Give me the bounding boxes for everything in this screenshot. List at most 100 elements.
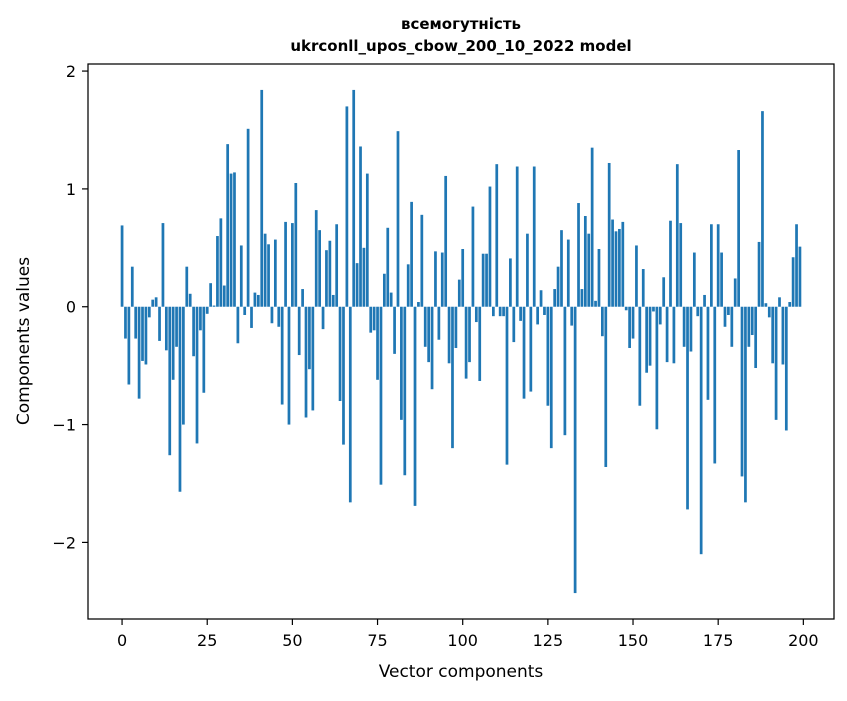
bar-79 <box>389 292 393 307</box>
bar-14 <box>168 306 172 456</box>
bar-1 <box>124 306 127 339</box>
bar-128 <box>556 266 560 307</box>
bar-59 <box>321 306 325 330</box>
bar-89 <box>423 306 427 347</box>
bar-63 <box>335 224 339 307</box>
bar-158 <box>658 306 662 325</box>
bar-103 <box>471 206 475 307</box>
bar-7 <box>144 306 148 365</box>
bar-104 <box>474 306 478 323</box>
y-axis-ticks: −2 −1 0 1 2 <box>52 62 88 552</box>
y-tick-label-1: 1 <box>66 180 76 199</box>
x-tick-label-175: 175 <box>703 631 734 650</box>
bar-156 <box>652 306 655 312</box>
y-tick-label--2: −2 <box>52 533 76 552</box>
bar-148 <box>624 306 628 311</box>
bar-180 <box>733 278 737 307</box>
bar-30 <box>222 285 226 307</box>
bar-96 <box>447 306 451 364</box>
bar-172 <box>706 306 710 400</box>
bar-114 <box>509 258 512 307</box>
x-axis-ticks: 0 25 50 75 100 125 150 175 200 <box>117 619 819 650</box>
bar-195 <box>784 306 788 431</box>
x-tick-label-25: 25 <box>197 631 217 650</box>
bar-176 <box>720 252 723 307</box>
bar-111 <box>498 306 502 317</box>
bar-97 <box>451 306 454 449</box>
x-tick-label-125: 125 <box>533 631 564 650</box>
bar-184 <box>747 306 751 347</box>
bar-84 <box>406 264 410 307</box>
bar-149 <box>628 306 631 348</box>
x-tick-label-200: 200 <box>788 631 819 650</box>
bar-57 <box>314 210 318 307</box>
bar-71 <box>362 247 366 307</box>
bar-140 <box>597 249 601 307</box>
bar-154 <box>645 306 649 373</box>
bar-13 <box>164 306 168 351</box>
bar-45 <box>273 239 277 307</box>
bar-17 <box>178 306 182 492</box>
bar-105 <box>478 306 482 381</box>
x-tick-label-50: 50 <box>282 631 302 650</box>
bar-48 <box>284 221 287 307</box>
bar-91 <box>430 306 434 390</box>
bar-110 <box>495 164 499 307</box>
bar-189 <box>764 303 768 307</box>
bar-163 <box>675 164 679 307</box>
bar-119 <box>526 233 529 307</box>
bar-58 <box>318 230 321 307</box>
bars-group <box>120 89 802 594</box>
x-tick-label-150: 150 <box>618 631 649 650</box>
x-tick-label-75: 75 <box>367 631 387 650</box>
bar-61 <box>328 240 332 307</box>
bar-120 <box>529 306 533 392</box>
bar-11 <box>158 306 161 341</box>
bar-177 <box>723 306 727 327</box>
bar-136 <box>583 216 587 307</box>
bar-99 <box>457 279 461 307</box>
bar-188 <box>761 111 764 307</box>
bar-94 <box>440 252 444 307</box>
bar-6 <box>141 306 144 361</box>
x-axis-label: Vector components <box>379 662 544 682</box>
bar-80 <box>393 306 396 354</box>
bar-143 <box>607 162 611 307</box>
bar-146 <box>618 228 621 307</box>
bar-42 <box>263 233 267 307</box>
bar-116 <box>515 166 519 307</box>
bar-22 <box>195 306 199 444</box>
bar-28 <box>216 236 219 307</box>
bar-76 <box>379 306 383 485</box>
bar-92 <box>434 251 437 307</box>
bar-155 <box>648 306 652 366</box>
bar-0 <box>120 225 124 307</box>
bar-86 <box>413 306 417 506</box>
bar-141 <box>601 306 604 337</box>
bar-31 <box>226 144 230 307</box>
bar-88 <box>420 214 424 307</box>
bar-108 <box>488 186 492 307</box>
bar-47 <box>280 306 284 405</box>
bar-82 <box>400 306 403 420</box>
bar-9 <box>151 299 155 307</box>
bar-72 <box>365 173 369 307</box>
bar-38 <box>250 306 253 328</box>
bar-161 <box>669 220 672 307</box>
bar-98 <box>454 306 458 348</box>
bar-102 <box>468 306 471 363</box>
bar-127 <box>553 289 557 307</box>
bar-109 <box>492 306 495 317</box>
x-tick-label-0: 0 <box>117 631 127 650</box>
bar-55 <box>308 306 311 370</box>
bar-40 <box>256 294 260 307</box>
bar-168 <box>692 252 696 307</box>
bar-81 <box>396 131 400 307</box>
bar-169 <box>696 306 700 317</box>
bar-75 <box>376 306 379 380</box>
bar-5 <box>137 306 141 399</box>
bar-124 <box>543 306 546 315</box>
y-tick-label-0: 0 <box>66 298 76 317</box>
